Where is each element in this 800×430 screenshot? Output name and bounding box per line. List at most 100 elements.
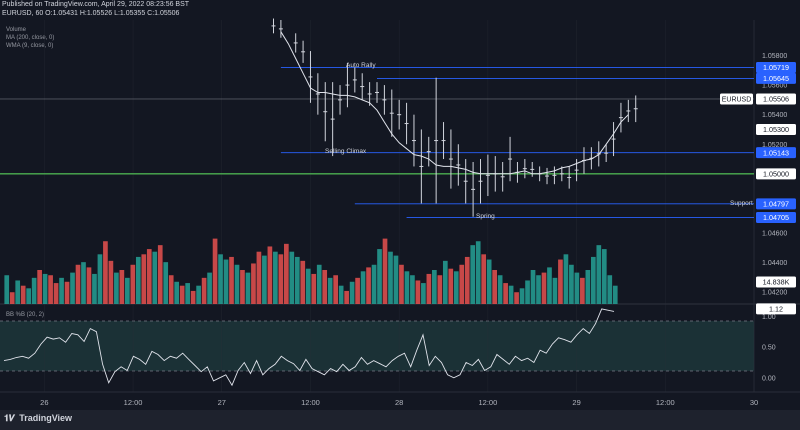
volume-bar (114, 272, 119, 304)
volume-bar (442, 260, 448, 304)
volume-bar (97, 254, 103, 304)
time-tick-label: 30 (750, 398, 758, 407)
volume-bar (399, 264, 404, 304)
volume-bar (278, 254, 284, 304)
volume-bar (574, 272, 580, 304)
price-tick-label: 1.05600 (762, 83, 787, 90)
volume-bar (410, 275, 415, 304)
volume-bar (86, 267, 92, 304)
volume-bar (196, 285, 201, 304)
volume-bar (81, 262, 86, 304)
price-label: 1.05645 (763, 74, 789, 83)
volume-bar (256, 251, 262, 304)
volume-bar (415, 280, 421, 304)
time-tick-label: 28 (395, 398, 403, 407)
ma-label[interactable]: MA (200, close, 0) (6, 35, 55, 41)
volume-bar (283, 243, 289, 304)
volume-bar (486, 259, 492, 304)
volume-bar (212, 238, 218, 304)
volume-bar (125, 277, 130, 304)
volume-bar (601, 249, 607, 304)
volume-bar (404, 271, 410, 304)
volume-bar (64, 281, 70, 304)
bb-label[interactable]: BB %B (20, 2) (6, 312, 44, 318)
time-tick-label: 29 (572, 398, 580, 407)
volume-bar (371, 264, 377, 304)
tradingview-logo[interactable]: 𝟏𝑽 TradingView (4, 413, 72, 424)
volume-bar (519, 288, 525, 304)
volume-value-label-bg (756, 276, 796, 288)
bb-tick-label: 0.00 (762, 375, 776, 382)
volume-bar (119, 270, 125, 304)
volume-bar (300, 260, 306, 304)
volume-bar (207, 272, 212, 304)
price-tick-label: 1.05400 (762, 112, 787, 119)
volume-bar (547, 267, 552, 304)
volume-bar (218, 254, 223, 304)
volume-bar (333, 275, 339, 304)
bb-tick-label: 0.50 (762, 345, 776, 352)
volume-bar (311, 273, 317, 304)
bb-value-label-bg (756, 303, 796, 315)
volume-bar (305, 268, 311, 304)
volume-bar (426, 273, 432, 304)
time-tick-label: 27 (218, 398, 226, 407)
brand-text: TradingView (19, 413, 73, 423)
time-tick-label: 12:00 (124, 398, 143, 407)
price-label-bg (756, 168, 796, 180)
volume-bar (552, 277, 558, 304)
price-chart[interactable]: 26 12:00 27 12:00 28 12:00 29 12:00 30 1.05800 1.0… (0, 0, 800, 410)
time-tick-label: 12:00 (478, 398, 497, 407)
volume-bar (289, 251, 295, 304)
price-label-bg (756, 72, 796, 84)
volume-bar (267, 246, 273, 304)
volume-bar (9, 292, 15, 304)
bb-tick-label: 1.00 (762, 314, 776, 321)
volume-bar (174, 281, 180, 304)
volume-bar (569, 264, 574, 304)
volume-bar (580, 277, 585, 304)
price-label-bg (756, 147, 796, 159)
volume-bar (185, 283, 190, 304)
volume-bar (15, 280, 21, 304)
volume-bar (103, 241, 108, 304)
volume-value-label: 14.838K (763, 278, 790, 287)
volume-bar (481, 254, 487, 304)
wma-line (280, 31, 629, 175)
volume-bar (432, 270, 437, 304)
volume-label[interactable]: Volume (6, 27, 27, 33)
price-label: 1.04705 (763, 213, 789, 222)
volume-bar (223, 259, 229, 304)
volume-bar (360, 271, 366, 304)
volume-bar (475, 241, 481, 304)
volume-bar (70, 272, 75, 304)
wma-label[interactable]: WMA (9, close, 0) (6, 43, 54, 49)
volume-bar (234, 264, 240, 304)
volume-bar (382, 238, 388, 304)
volume-bar (53, 283, 59, 304)
volume-bar (163, 262, 169, 304)
volume-bar (245, 272, 251, 304)
volume-bar (75, 264, 81, 304)
tradingview-logo-icon: 𝟏𝑽 (4, 413, 15, 423)
volume-bar (503, 283, 508, 304)
volume-bar (130, 264, 136, 304)
volume-bar (4, 275, 10, 304)
volume-bar (262, 255, 267, 304)
volume-bar (157, 245, 163, 304)
volume-bar (349, 281, 355, 304)
price-tick-label: 1.05200 (762, 142, 787, 149)
volume-bar (585, 270, 591, 304)
volume-bar (31, 277, 37, 304)
price-tick-label: 1.05800 (762, 53, 787, 60)
symbol-tag: EURUSD (722, 97, 752, 104)
volume-bar (141, 254, 147, 304)
bb-band-fill (0, 321, 754, 371)
volume-bar (590, 256, 596, 304)
volume-bar (366, 267, 371, 304)
volume-bar (92, 273, 97, 304)
price-tick-label: 1.04400 (762, 260, 787, 267)
volume-bar (558, 259, 563, 304)
volume-bar (388, 251, 393, 304)
volume-bar (108, 260, 114, 304)
